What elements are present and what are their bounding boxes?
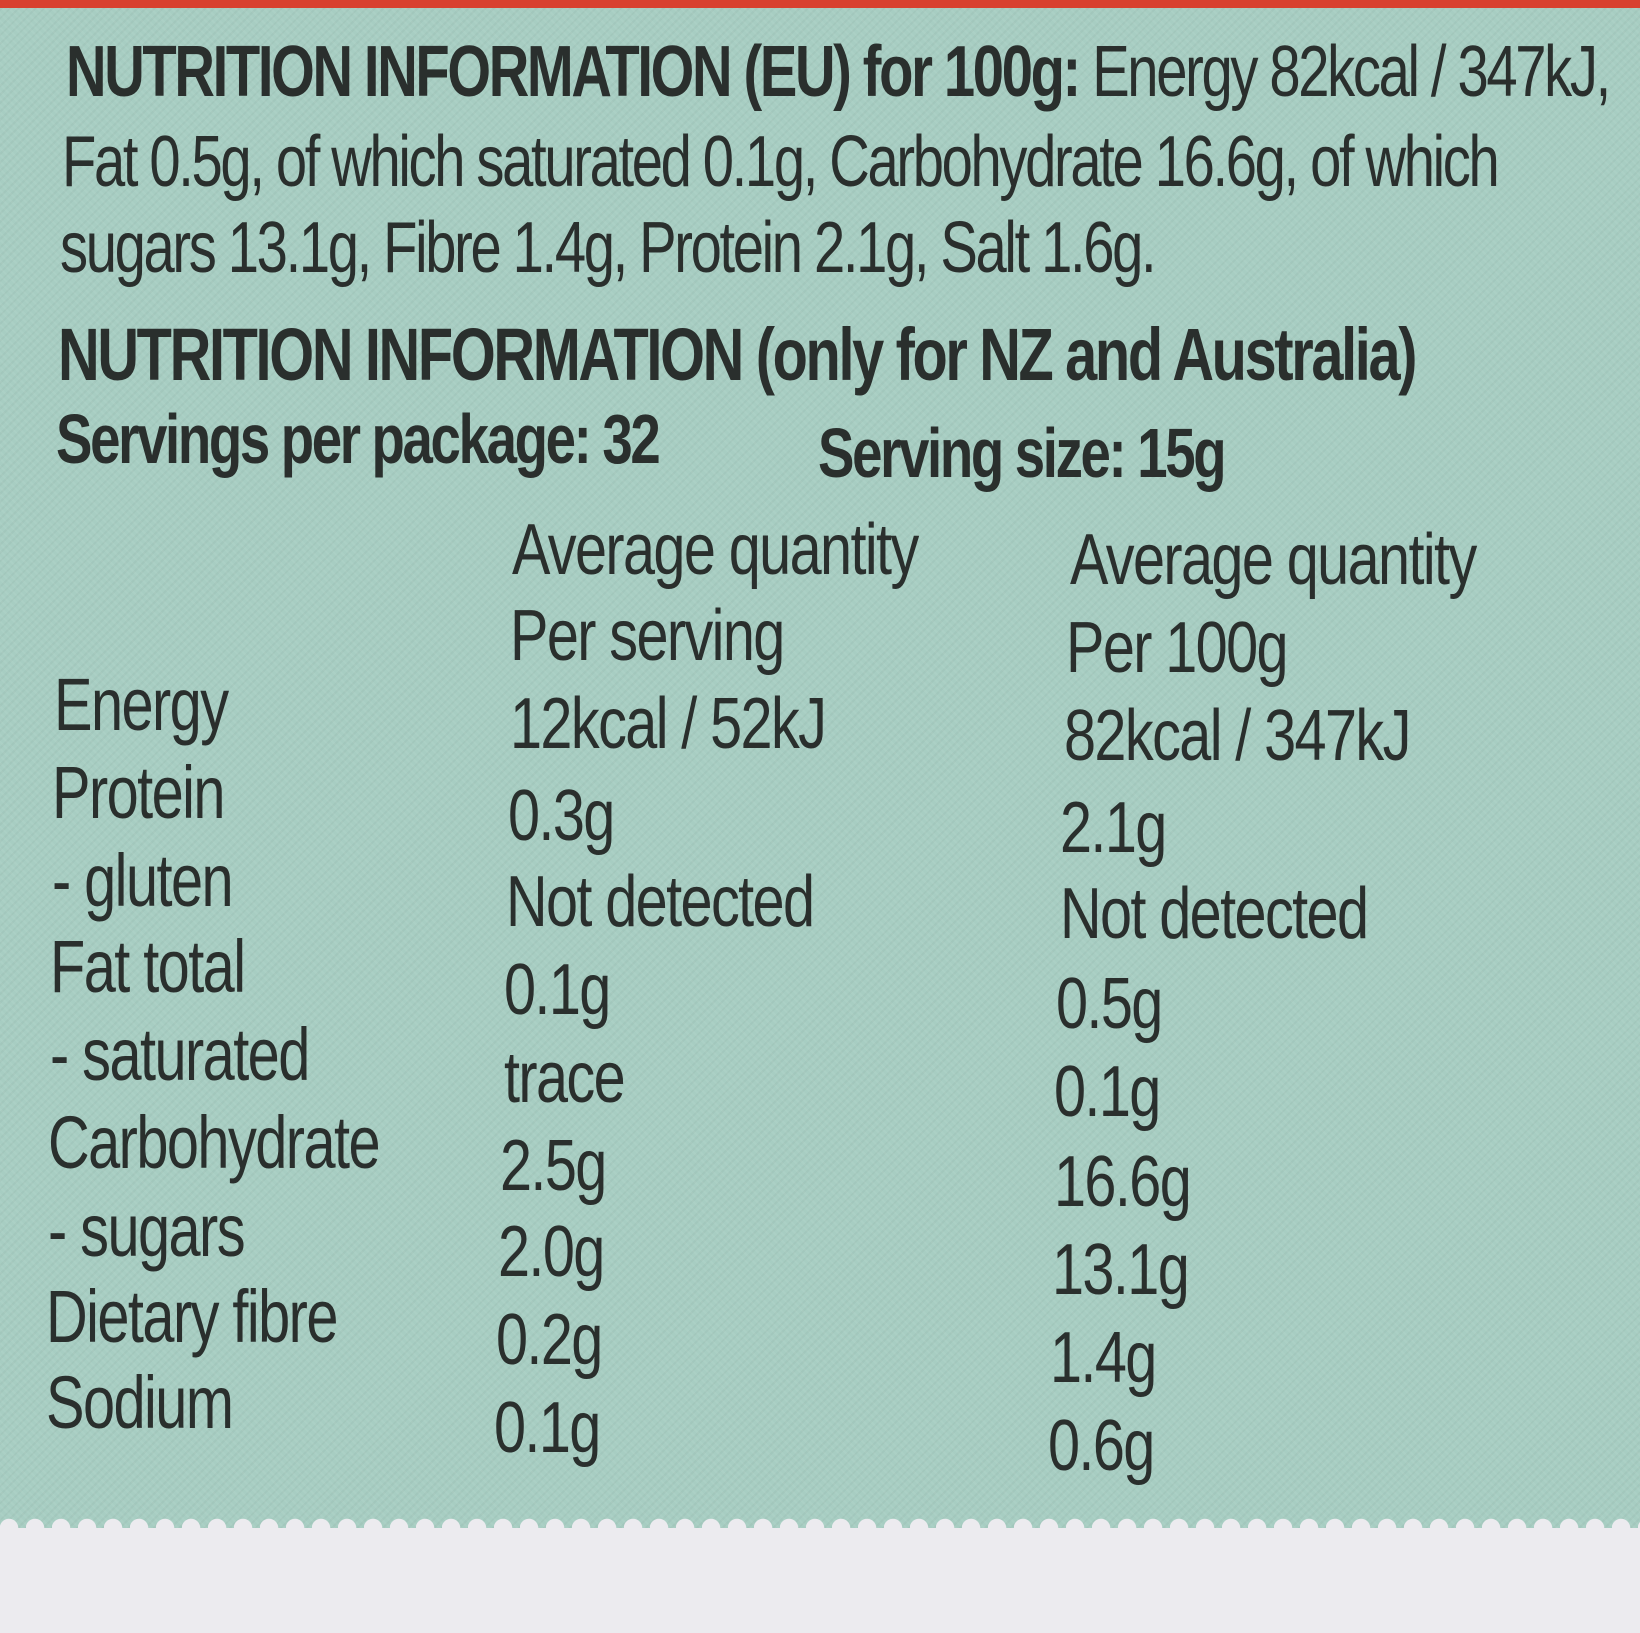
column-header-per-serving-line1: Average quantity <box>512 510 919 590</box>
cell-per-100g: 16.6g <box>1054 1142 1192 1222</box>
cell-per-100g: 1.4g <box>1050 1318 1157 1398</box>
cell-per-serving: 0.1g <box>494 1388 601 1468</box>
nz-info-heading: NUTRITION INFORMATION (only for NZ and A… <box>58 313 1417 396</box>
cell-per-serving: 0.3g <box>508 776 615 856</box>
row-label: Fat total <box>50 925 246 1008</box>
serving-size: Serving size: 15g <box>818 414 1227 492</box>
nutrition-label-panel: NUTRITION INFORMATION (EU) for 100g: Ene… <box>0 8 1640 1528</box>
row-label: - sugars <box>48 1189 246 1272</box>
eu-info-line-2: Fat 0.5g, of which saturated 0.1g, Carbo… <box>62 122 1500 202</box>
servings-per-package: Servings per package: 32 <box>56 400 661 478</box>
row-label: - saturated <box>50 1013 310 1096</box>
eu-info-energy: Energy 82kcal / 347kJ, <box>1092 32 1611 112</box>
eu-info-line-1: NUTRITION INFORMATION (EU) for 100g: Ene… <box>66 36 1611 108</box>
column-header-per-serving-line2: Per serving <box>510 596 785 676</box>
row-label: Carbohydrate <box>48 1101 381 1184</box>
cell-per-100g: 82kcal / 347kJ <box>1064 696 1411 776</box>
cell-per-100g: 0.5g <box>1056 964 1163 1044</box>
row-label: Sodium <box>46 1361 234 1444</box>
row-label: Protein <box>52 751 226 834</box>
row-label: Energy <box>54 663 229 746</box>
cell-per-100g: 0.1g <box>1054 1052 1161 1132</box>
cell-per-100g: 0.6g <box>1048 1406 1155 1486</box>
cell-per-serving: trace <box>504 1038 626 1118</box>
eu-info-line-3: sugars 13.1g, Fibre 1.4g, Protein 2.1g, … <box>60 208 1157 288</box>
cell-per-100g: 2.1g <box>1060 788 1167 868</box>
column-header-per-100g-line2: Per 100g <box>1066 608 1289 688</box>
row-label: - gluten <box>52 839 234 922</box>
cell-per-serving: 0.2g <box>496 1300 603 1380</box>
row-label: Dietary fibre <box>46 1275 338 1358</box>
eu-info-heading: NUTRITION INFORMATION (EU) for 100g: <box>66 32 1081 112</box>
cell-per-100g: 13.1g <box>1052 1230 1190 1310</box>
cell-per-serving: 12kcal / 52kJ <box>510 684 827 764</box>
cell-per-serving: 2.0g <box>498 1212 605 1292</box>
cell-per-serving: 2.5g <box>500 1126 607 1206</box>
cell-per-serving: Not detected <box>506 862 815 942</box>
cell-per-100g: Not detected <box>1060 874 1369 954</box>
column-header-per-100g-line1: Average quantity <box>1070 520 1477 600</box>
cell-per-serving: 0.1g <box>504 950 611 1030</box>
